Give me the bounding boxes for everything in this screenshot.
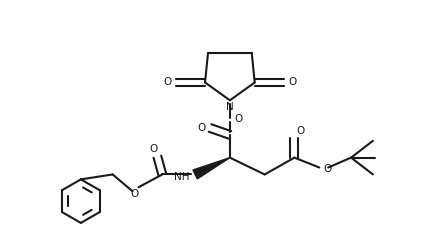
Text: NH: NH [174,172,189,182]
Text: O: O [197,123,205,133]
Text: O: O [163,78,171,88]
Text: O: O [296,126,304,136]
Text: O: O [149,144,157,154]
Text: O: O [235,114,243,124]
Text: O: O [288,78,297,88]
Text: O: O [131,189,139,199]
Text: O: O [323,164,332,173]
Polygon shape [193,158,230,179]
Text: N: N [226,102,234,112]
